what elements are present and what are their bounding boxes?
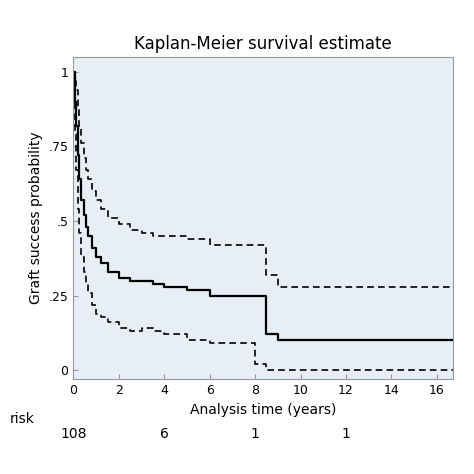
Y-axis label: Graft success probability: Graft success probability — [29, 132, 43, 304]
Text: 6: 6 — [160, 427, 169, 441]
Text: 1: 1 — [341, 427, 350, 441]
X-axis label: Analysis time (years): Analysis time (years) — [190, 402, 336, 417]
Text: 108: 108 — [60, 427, 87, 441]
Text: risk: risk — [9, 412, 34, 427]
Title: Kaplan-Meier survival estimate: Kaplan-Meier survival estimate — [134, 35, 392, 53]
Text: 1: 1 — [251, 427, 260, 441]
